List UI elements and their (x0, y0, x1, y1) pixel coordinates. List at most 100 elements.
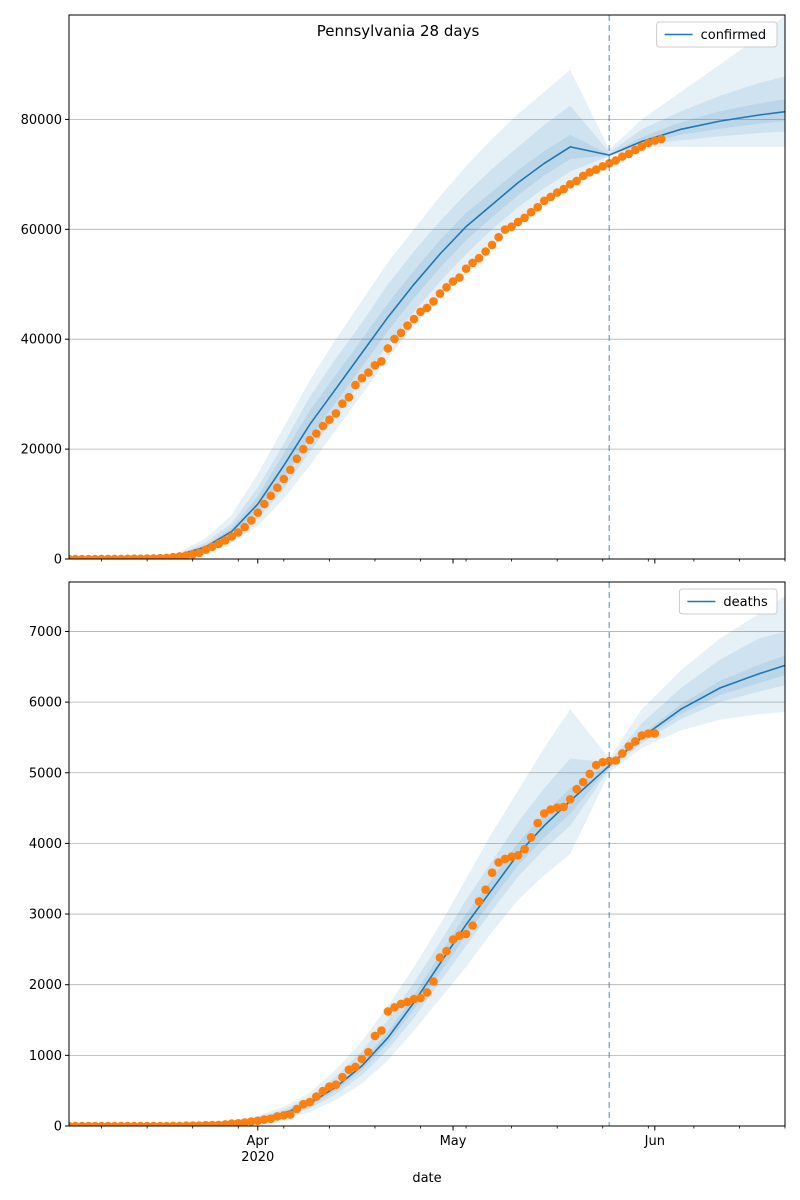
observed-point (578, 777, 588, 787)
observed-point (403, 997, 412, 1007)
observed-point (572, 784, 581, 794)
observed-point (273, 483, 282, 493)
observed-point (325, 415, 334, 425)
observed-point (194, 1121, 204, 1126)
observed-point (383, 1007, 393, 1016)
observed-point (71, 554, 80, 559)
observed-point (214, 1120, 223, 1126)
observed-point (207, 1120, 217, 1126)
observed-point (513, 851, 523, 860)
observed-point (97, 1121, 106, 1126)
observed-point (520, 213, 529, 223)
observed-point (546, 192, 555, 202)
observed-point (637, 731, 647, 740)
observed-point (240, 1118, 249, 1126)
observed-point (71, 1121, 80, 1126)
observed-point (97, 554, 106, 559)
observed-point (149, 554, 158, 559)
observed-point (370, 361, 380, 370)
observed-point (396, 999, 406, 1009)
observed-point (168, 552, 178, 559)
legend-label: deaths (723, 595, 768, 610)
observed-point (286, 1110, 295, 1119)
observed-point (233, 1119, 243, 1126)
observed-point (168, 1121, 178, 1126)
observed-point (533, 202, 542, 212)
observed-point (129, 554, 139, 559)
observed-point (364, 1047, 373, 1057)
legend-box (656, 21, 778, 48)
observed-point (142, 554, 152, 559)
y-tick-label: 60000 (21, 223, 62, 238)
observed-point (539, 196, 549, 206)
observed-point (468, 921, 477, 930)
observed-point (618, 749, 627, 758)
observed-point (325, 1082, 334, 1091)
observed-point (292, 1104, 302, 1114)
observed-point (481, 885, 490, 894)
legend: deaths (678, 588, 778, 615)
x-tick-label: Apr (247, 1134, 270, 1149)
observed-point (416, 307, 425, 317)
observed-point (611, 756, 621, 765)
observed-point (624, 742, 634, 751)
figure-title: Pennsylvania 28 days (317, 22, 480, 40)
observed-point (188, 1121, 197, 1126)
observed-point (390, 1003, 399, 1012)
observed-point (539, 809, 549, 818)
observed-point (591, 165, 601, 174)
observed-point (448, 277, 458, 286)
observed-point (546, 805, 555, 814)
observed-point (494, 232, 503, 242)
x-tick-label: May (440, 1134, 467, 1149)
observed-point (585, 168, 594, 177)
observed-point (455, 931, 464, 940)
observed-point (292, 454, 302, 464)
observed-point (116, 1121, 126, 1126)
confirmed-panel: 0 20000 40000 60000 80000 confirmed (21, 14, 786, 568)
observed-point (110, 1121, 119, 1126)
observed-point (299, 1099, 308, 1109)
observed-point (90, 554, 100, 559)
observed-point (526, 833, 536, 842)
observed-point (220, 1120, 230, 1126)
observed-point (598, 162, 607, 171)
observed-point (487, 868, 497, 877)
observed-point (565, 795, 575, 804)
observed-point (247, 516, 256, 525)
observed-point (370, 1031, 380, 1041)
y-tick-label: 2000 (29, 978, 62, 993)
observed-point (416, 993, 425, 1003)
observed-point (559, 184, 568, 194)
observed-point (220, 536, 230, 545)
observed-point (494, 858, 503, 867)
y-tick-label: 4000 (29, 837, 62, 852)
observed-point (637, 142, 647, 151)
y-tick-label: 80000 (21, 113, 62, 128)
observed-point (286, 465, 295, 475)
observed-point (305, 435, 315, 445)
observed-point (155, 553, 165, 559)
observed-point (116, 554, 126, 559)
observed-point (279, 474, 289, 484)
observed-point (351, 380, 360, 390)
observed-point (461, 264, 471, 274)
observed-point (338, 1072, 347, 1082)
observed-point (214, 539, 223, 549)
y-tick-label: 1000 (29, 1049, 62, 1064)
observed-point (409, 994, 419, 1004)
observed-point (429, 977, 438, 986)
observed-point (611, 156, 621, 165)
observed-point (188, 550, 197, 559)
observed-point (344, 392, 354, 402)
observed-point (227, 1119, 236, 1126)
observed-point (155, 1121, 165, 1126)
observed-point (520, 844, 529, 854)
observed-point (357, 1054, 367, 1064)
observed-point (253, 1116, 263, 1126)
plot-area (69, 15, 785, 559)
observed-point (136, 1121, 145, 1126)
observed-point (585, 769, 594, 779)
axes-frame (68, 14, 786, 560)
legend: confirmed (656, 21, 778, 48)
